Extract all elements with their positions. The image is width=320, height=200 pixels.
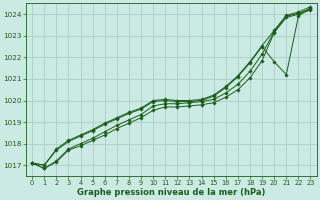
X-axis label: Graphe pression niveau de la mer (hPa): Graphe pression niveau de la mer (hPa) (77, 188, 266, 197)
